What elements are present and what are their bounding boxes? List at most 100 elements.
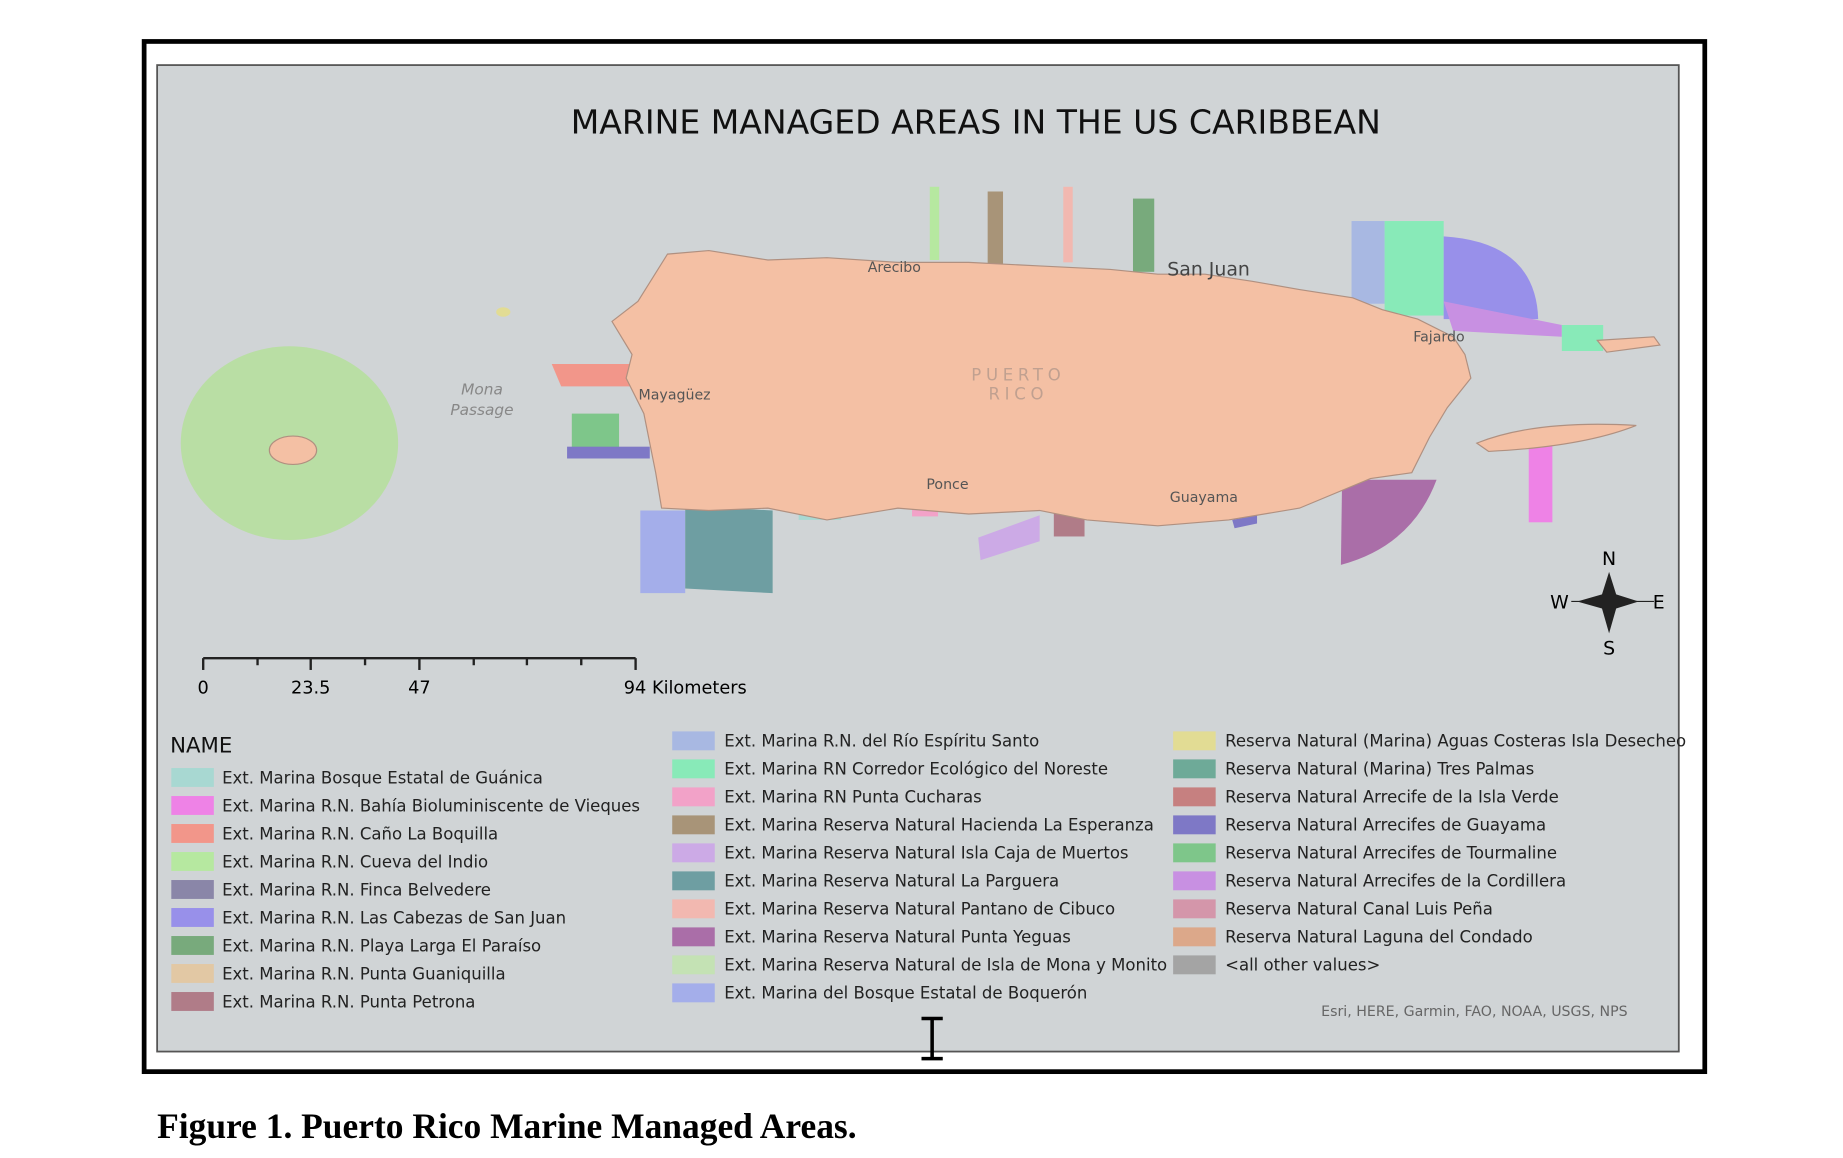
area (978, 515, 1040, 561)
area (1443, 301, 1562, 337)
compass-label: S (1603, 638, 1615, 660)
legend-swatch (1173, 927, 1216, 947)
legend-label: Ext. Marina del Bosque Estatal de Boquer… (724, 984, 1087, 1003)
culebra-island (1596, 336, 1661, 353)
scale-bar (202, 656, 637, 670)
legend-swatch (672, 899, 715, 919)
legend-swatch (171, 824, 214, 843)
area (1351, 221, 1385, 304)
text-cursor (921, 1016, 943, 1061)
vieques-island (1475, 423, 1637, 453)
legend-swatch (672, 871, 715, 891)
legend-label: Ext. Marina Reserva Natural Pantano de C… (724, 900, 1115, 919)
place-label: Ponce (926, 477, 968, 493)
legend-label: Ext. Marina R.N. Punta Guaniquilla (222, 964, 506, 983)
legend-label: Ext. Marina Reserva Natural Punta Yeguas (724, 928, 1071, 947)
area (1384, 221, 1444, 316)
figure-caption: Figure 1. Puerto Rico Marine Managed Are… (157, 1106, 856, 1146)
legend-label: Ext. Marina RN Corredor Ecológico del No… (724, 760, 1108, 779)
area (1528, 444, 1553, 523)
map-title: MARINE MANAGED AREAS IN THE US CARIBBEAN (571, 103, 1381, 142)
place-label: Arecibo (868, 260, 921, 276)
legend-swatch (171, 852, 214, 871)
legend-swatch (171, 992, 214, 1011)
legend-label: Ext. Marina R.N. Cueva del Indio (222, 852, 488, 871)
area (929, 186, 940, 261)
place-label: RICO (988, 384, 1048, 403)
legend-swatch (1173, 871, 1216, 891)
scale-label: 94 Kilometers (624, 679, 747, 699)
legend-swatch (672, 759, 715, 779)
legend-swatch (672, 983, 715, 1003)
legend-swatch (171, 964, 214, 983)
desecheo (496, 307, 511, 317)
legend-swatch (171, 908, 214, 927)
legend-label: Ext. Marina Bosque Estatal de Guánica (222, 768, 543, 787)
legend-swatch (672, 815, 715, 835)
legend-swatch (1173, 731, 1216, 751)
compass-label: N (1602, 548, 1616, 570)
legend-label: Ext. Marina R.N. Playa Larga El Paraíso (222, 936, 541, 955)
legend-label: Reserva Natural Canal Luis Peña (1225, 900, 1493, 919)
legend-swatch (171, 936, 214, 955)
place-label: PUERTO (971, 366, 1065, 385)
mona-island (268, 435, 318, 465)
legend-label: Ext. Marina Reserva Natural Hacienda La … (724, 816, 1154, 835)
legend-swatch (171, 880, 214, 899)
legend-label: <all other values> (1225, 956, 1380, 975)
legend-title: NAME (170, 734, 232, 759)
place-label: Mayagüez (639, 387, 711, 403)
legend-swatch (171, 796, 214, 815)
compass-label: E (1653, 592, 1665, 614)
legend-swatch (672, 843, 715, 863)
legend-swatch (1173, 815, 1216, 835)
scale-label: 23.5 (291, 679, 330, 699)
legend-label: Reserva Natural Arrecifes de Tourmaline (1225, 844, 1557, 863)
legend-swatch (672, 927, 715, 947)
legend-swatch (672, 787, 715, 807)
area (567, 446, 650, 459)
legend-label: Reserva Natural Arrecife de la Isla Verd… (1225, 788, 1559, 807)
legend-label: Reserva Natural Arrecifes de Guayama (1225, 816, 1546, 835)
legend-label: Reserva Natural (Marina) Tres Palmas (1225, 760, 1534, 779)
legend-label: Reserva Natural Arrecifes de la Cordille… (1225, 872, 1566, 891)
legend-swatch (1173, 843, 1216, 863)
legend-label: Ext. Marina R.N. Punta Petrona (222, 992, 475, 1011)
legend-label: Reserva Natural Laguna del Condado (1225, 928, 1533, 947)
legend-swatch (672, 955, 715, 975)
area (1232, 515, 1258, 529)
place-label: Fajardo (1413, 330, 1464, 346)
legend-swatch (1173, 899, 1216, 919)
attribution: Esri, HERE, Garmin, FAO, NOAA, USGS, NPS (1321, 1004, 1627, 1020)
legend: Ext. Marina Bosque Estatal de Guánica Ext… (171, 731, 1686, 1011)
place-label: San Juan (1167, 258, 1250, 280)
area (1443, 236, 1539, 320)
compass-star (1577, 571, 1639, 634)
area (1561, 324, 1604, 351)
place-label: Mona (461, 381, 503, 399)
area (1063, 186, 1073, 263)
scale-label: 47 (408, 679, 431, 699)
place-label: Passage (450, 401, 513, 419)
legend-swatch (1173, 759, 1216, 779)
map-shapes (180, 186, 1661, 594)
legend-label: Ext. Marina R.N. Caño La Boquilla (222, 824, 498, 843)
area (640, 510, 686, 594)
area (685, 505, 773, 594)
legend-label: Ext. Marina R.N. Las Cabezas de San Juan (222, 908, 566, 927)
puerto-rico-island (611, 249, 1472, 527)
area (987, 191, 1004, 265)
legend-swatch (672, 731, 715, 751)
legend-label: Ext. Marina R.N. Finca Belvedere (222, 880, 491, 899)
place-label: Guayama (1170, 490, 1238, 506)
legend-label: Ext. Marina R.N. del Río Espíritu Santo (724, 732, 1039, 751)
legend-swatch (1173, 955, 1216, 975)
compass-label: W (1550, 592, 1569, 614)
legend-swatch (171, 768, 214, 787)
area (1132, 198, 1155, 272)
legend-label: Reserva Natural (Marina) Aguas Costeras … (1225, 732, 1686, 751)
legend-swatch (1173, 787, 1216, 807)
legend-label: Ext. Marina R.N. Bahía Bioluminiscente d… (222, 796, 640, 815)
